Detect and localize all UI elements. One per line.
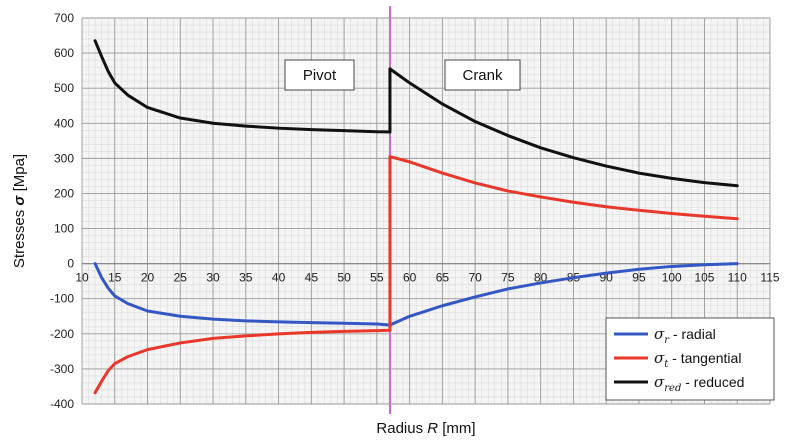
region-label-crank-text: Crank — [462, 67, 503, 84]
series-layer — [93, 39, 739, 395]
y-axis-title-prefix: Stresses — [11, 206, 28, 269]
region-label-crank-box — [444, 59, 521, 91]
y-tick-label: 400 — [54, 116, 74, 130]
x-axis-title-suffix: [mm] — [438, 420, 476, 437]
x-tick-label: 70 — [468, 271, 482, 285]
x-tick-label: 95 — [632, 271, 646, 285]
x-axis-title: Radius R [mm] — [376, 420, 475, 437]
y-tick-label: 700 — [54, 11, 74, 25]
y-tick-label: -300 — [50, 362, 74, 376]
y-tick-label: 500 — [54, 81, 74, 95]
region-label-pivot: Pivot — [284, 59, 355, 91]
y-tick-labels: -400 -300 -200 -100 0 100 200 300 400 500 600 700 — [50, 11, 74, 411]
legend-entry-r: σr - radial — [654, 325, 716, 346]
region-label-crank: Crank — [444, 59, 521, 91]
y-tick-label: 600 — [54, 46, 74, 60]
x-tick-label: 15 — [108, 271, 122, 285]
y-tick-label: 0 — [67, 257, 74, 271]
x-tick-label: 100 — [662, 271, 682, 285]
y-axis-title-symbol: σ — [11, 195, 28, 206]
x-tick-label: 105 — [694, 271, 714, 285]
x-axis-title-symbol: R — [427, 420, 438, 437]
x-tick-label: 20 — [141, 271, 155, 285]
y-tick-label: -100 — [50, 292, 74, 306]
legend-entry-red: σred - reduced — [654, 373, 744, 394]
y-tick-label: 300 — [54, 151, 74, 165]
x-tick-label: 45 — [305, 271, 319, 285]
x-tick-label: 110 — [728, 271, 747, 285]
y-tick-label: -200 — [50, 327, 74, 341]
y-tick-label: 100 — [54, 222, 74, 236]
legend-entry-t: σt - tangential — [654, 349, 741, 370]
y-tick-label: 200 — [54, 186, 74, 200]
series-line-r — [93, 262, 739, 327]
x-tick-label: 60 — [403, 271, 417, 285]
series-line-t — [93, 155, 739, 395]
x-tick-label: 115 — [760, 271, 779, 285]
series-line-red — [93, 39, 739, 188]
x-tick-label: 40 — [272, 271, 286, 285]
x-tick-label: 75 — [501, 271, 515, 285]
x-tick-label: 65 — [436, 271, 450, 285]
y-axis-title: Stresses σ [Mpa] — [11, 154, 28, 268]
y-axis-title-suffix: [Mpa] — [11, 154, 28, 196]
x-tick-label: 10 — [75, 271, 89, 285]
x-tick-label: 30 — [206, 271, 220, 285]
x-axis-title-prefix: Radius — [376, 420, 427, 437]
x-tick-label: 35 — [239, 271, 253, 285]
x-tick-label: 25 — [174, 271, 188, 285]
region-label-pivot-box — [284, 59, 355, 91]
y-tick-label: -400 — [50, 397, 74, 411]
x-tick-label: 55 — [370, 271, 384, 285]
x-tick-label: 50 — [337, 271, 351, 285]
region-label-pivot-text: Pivot — [303, 67, 337, 84]
legend: σr - radial σt - tangential σred - reduced — [605, 317, 775, 401]
